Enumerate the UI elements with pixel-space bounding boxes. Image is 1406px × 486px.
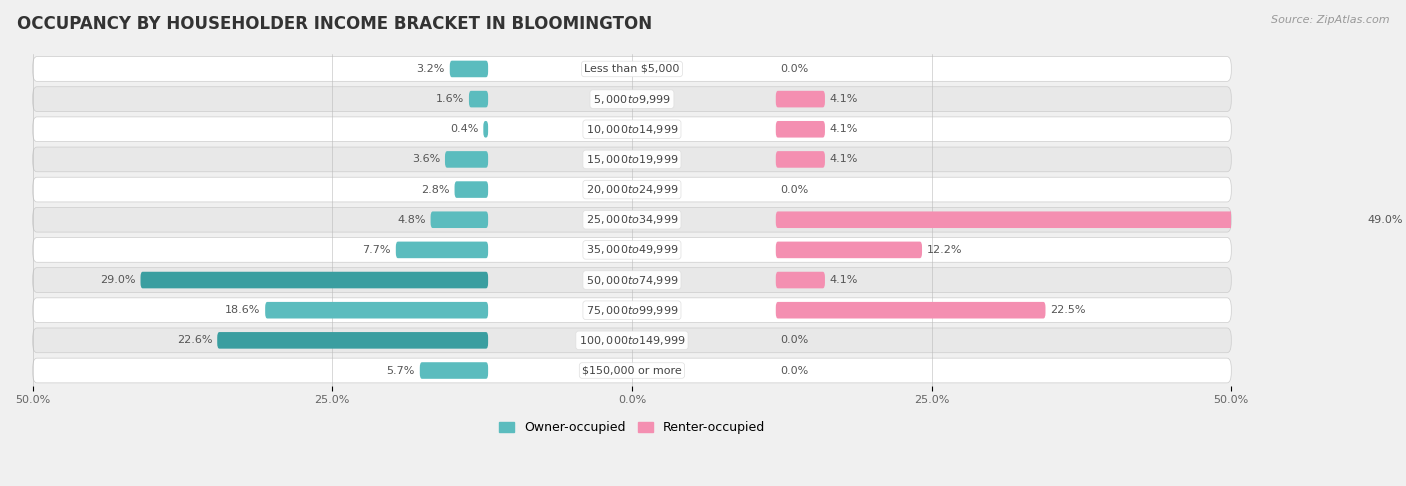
FancyBboxPatch shape bbox=[141, 272, 488, 288]
Text: Source: ZipAtlas.com: Source: ZipAtlas.com bbox=[1271, 15, 1389, 25]
Text: 22.6%: 22.6% bbox=[177, 335, 212, 346]
FancyBboxPatch shape bbox=[32, 147, 1232, 172]
FancyBboxPatch shape bbox=[32, 328, 1232, 353]
Text: 4.8%: 4.8% bbox=[398, 215, 426, 225]
FancyBboxPatch shape bbox=[444, 151, 488, 168]
Text: $75,000 to $99,999: $75,000 to $99,999 bbox=[586, 304, 678, 317]
Text: $150,000 or more: $150,000 or more bbox=[582, 365, 682, 376]
Text: $20,000 to $24,999: $20,000 to $24,999 bbox=[586, 183, 678, 196]
FancyBboxPatch shape bbox=[32, 117, 1232, 141]
Text: 7.7%: 7.7% bbox=[363, 245, 391, 255]
FancyBboxPatch shape bbox=[776, 211, 1364, 228]
Text: $15,000 to $19,999: $15,000 to $19,999 bbox=[586, 153, 678, 166]
Text: 0.0%: 0.0% bbox=[780, 185, 808, 194]
FancyBboxPatch shape bbox=[32, 87, 1232, 111]
Text: $35,000 to $49,999: $35,000 to $49,999 bbox=[586, 243, 678, 257]
FancyBboxPatch shape bbox=[32, 298, 1232, 323]
FancyBboxPatch shape bbox=[454, 181, 488, 198]
Text: 3.6%: 3.6% bbox=[412, 155, 440, 164]
FancyBboxPatch shape bbox=[430, 211, 488, 228]
FancyBboxPatch shape bbox=[776, 242, 922, 258]
Text: Less than $5,000: Less than $5,000 bbox=[585, 64, 679, 74]
Text: 5.7%: 5.7% bbox=[387, 365, 415, 376]
Text: 0.4%: 0.4% bbox=[450, 124, 478, 134]
FancyBboxPatch shape bbox=[396, 242, 488, 258]
Text: 2.8%: 2.8% bbox=[422, 185, 450, 194]
FancyBboxPatch shape bbox=[776, 91, 825, 107]
FancyBboxPatch shape bbox=[450, 61, 488, 77]
FancyBboxPatch shape bbox=[266, 302, 488, 318]
FancyBboxPatch shape bbox=[32, 238, 1232, 262]
Text: 49.0%: 49.0% bbox=[1368, 215, 1403, 225]
Text: $5,000 to $9,999: $5,000 to $9,999 bbox=[593, 93, 671, 105]
Text: 18.6%: 18.6% bbox=[225, 305, 260, 315]
Text: 0.0%: 0.0% bbox=[780, 64, 808, 74]
FancyBboxPatch shape bbox=[32, 208, 1232, 232]
Text: $50,000 to $74,999: $50,000 to $74,999 bbox=[586, 274, 678, 287]
Legend: Owner-occupied, Renter-occupied: Owner-occupied, Renter-occupied bbox=[494, 416, 770, 439]
FancyBboxPatch shape bbox=[217, 332, 488, 348]
Text: $10,000 to $14,999: $10,000 to $14,999 bbox=[586, 123, 678, 136]
Text: 12.2%: 12.2% bbox=[927, 245, 962, 255]
Text: $100,000 to $149,999: $100,000 to $149,999 bbox=[579, 334, 685, 347]
Text: 3.2%: 3.2% bbox=[416, 64, 444, 74]
FancyBboxPatch shape bbox=[776, 121, 825, 138]
Text: 22.5%: 22.5% bbox=[1050, 305, 1085, 315]
Text: 0.0%: 0.0% bbox=[780, 335, 808, 346]
Text: 4.1%: 4.1% bbox=[830, 275, 858, 285]
FancyBboxPatch shape bbox=[420, 362, 488, 379]
FancyBboxPatch shape bbox=[776, 302, 1046, 318]
FancyBboxPatch shape bbox=[776, 272, 825, 288]
Text: 1.6%: 1.6% bbox=[436, 94, 464, 104]
FancyBboxPatch shape bbox=[776, 151, 825, 168]
FancyBboxPatch shape bbox=[484, 121, 488, 138]
Text: 4.1%: 4.1% bbox=[830, 124, 858, 134]
Text: 4.1%: 4.1% bbox=[830, 94, 858, 104]
Text: OCCUPANCY BY HOUSEHOLDER INCOME BRACKET IN BLOOMINGTON: OCCUPANCY BY HOUSEHOLDER INCOME BRACKET … bbox=[17, 15, 652, 33]
Text: $25,000 to $34,999: $25,000 to $34,999 bbox=[586, 213, 678, 226]
Text: 4.1%: 4.1% bbox=[830, 155, 858, 164]
Text: 0.0%: 0.0% bbox=[780, 365, 808, 376]
FancyBboxPatch shape bbox=[32, 177, 1232, 202]
Text: 29.0%: 29.0% bbox=[100, 275, 136, 285]
FancyBboxPatch shape bbox=[32, 268, 1232, 293]
FancyBboxPatch shape bbox=[32, 358, 1232, 383]
FancyBboxPatch shape bbox=[470, 91, 488, 107]
FancyBboxPatch shape bbox=[32, 56, 1232, 81]
